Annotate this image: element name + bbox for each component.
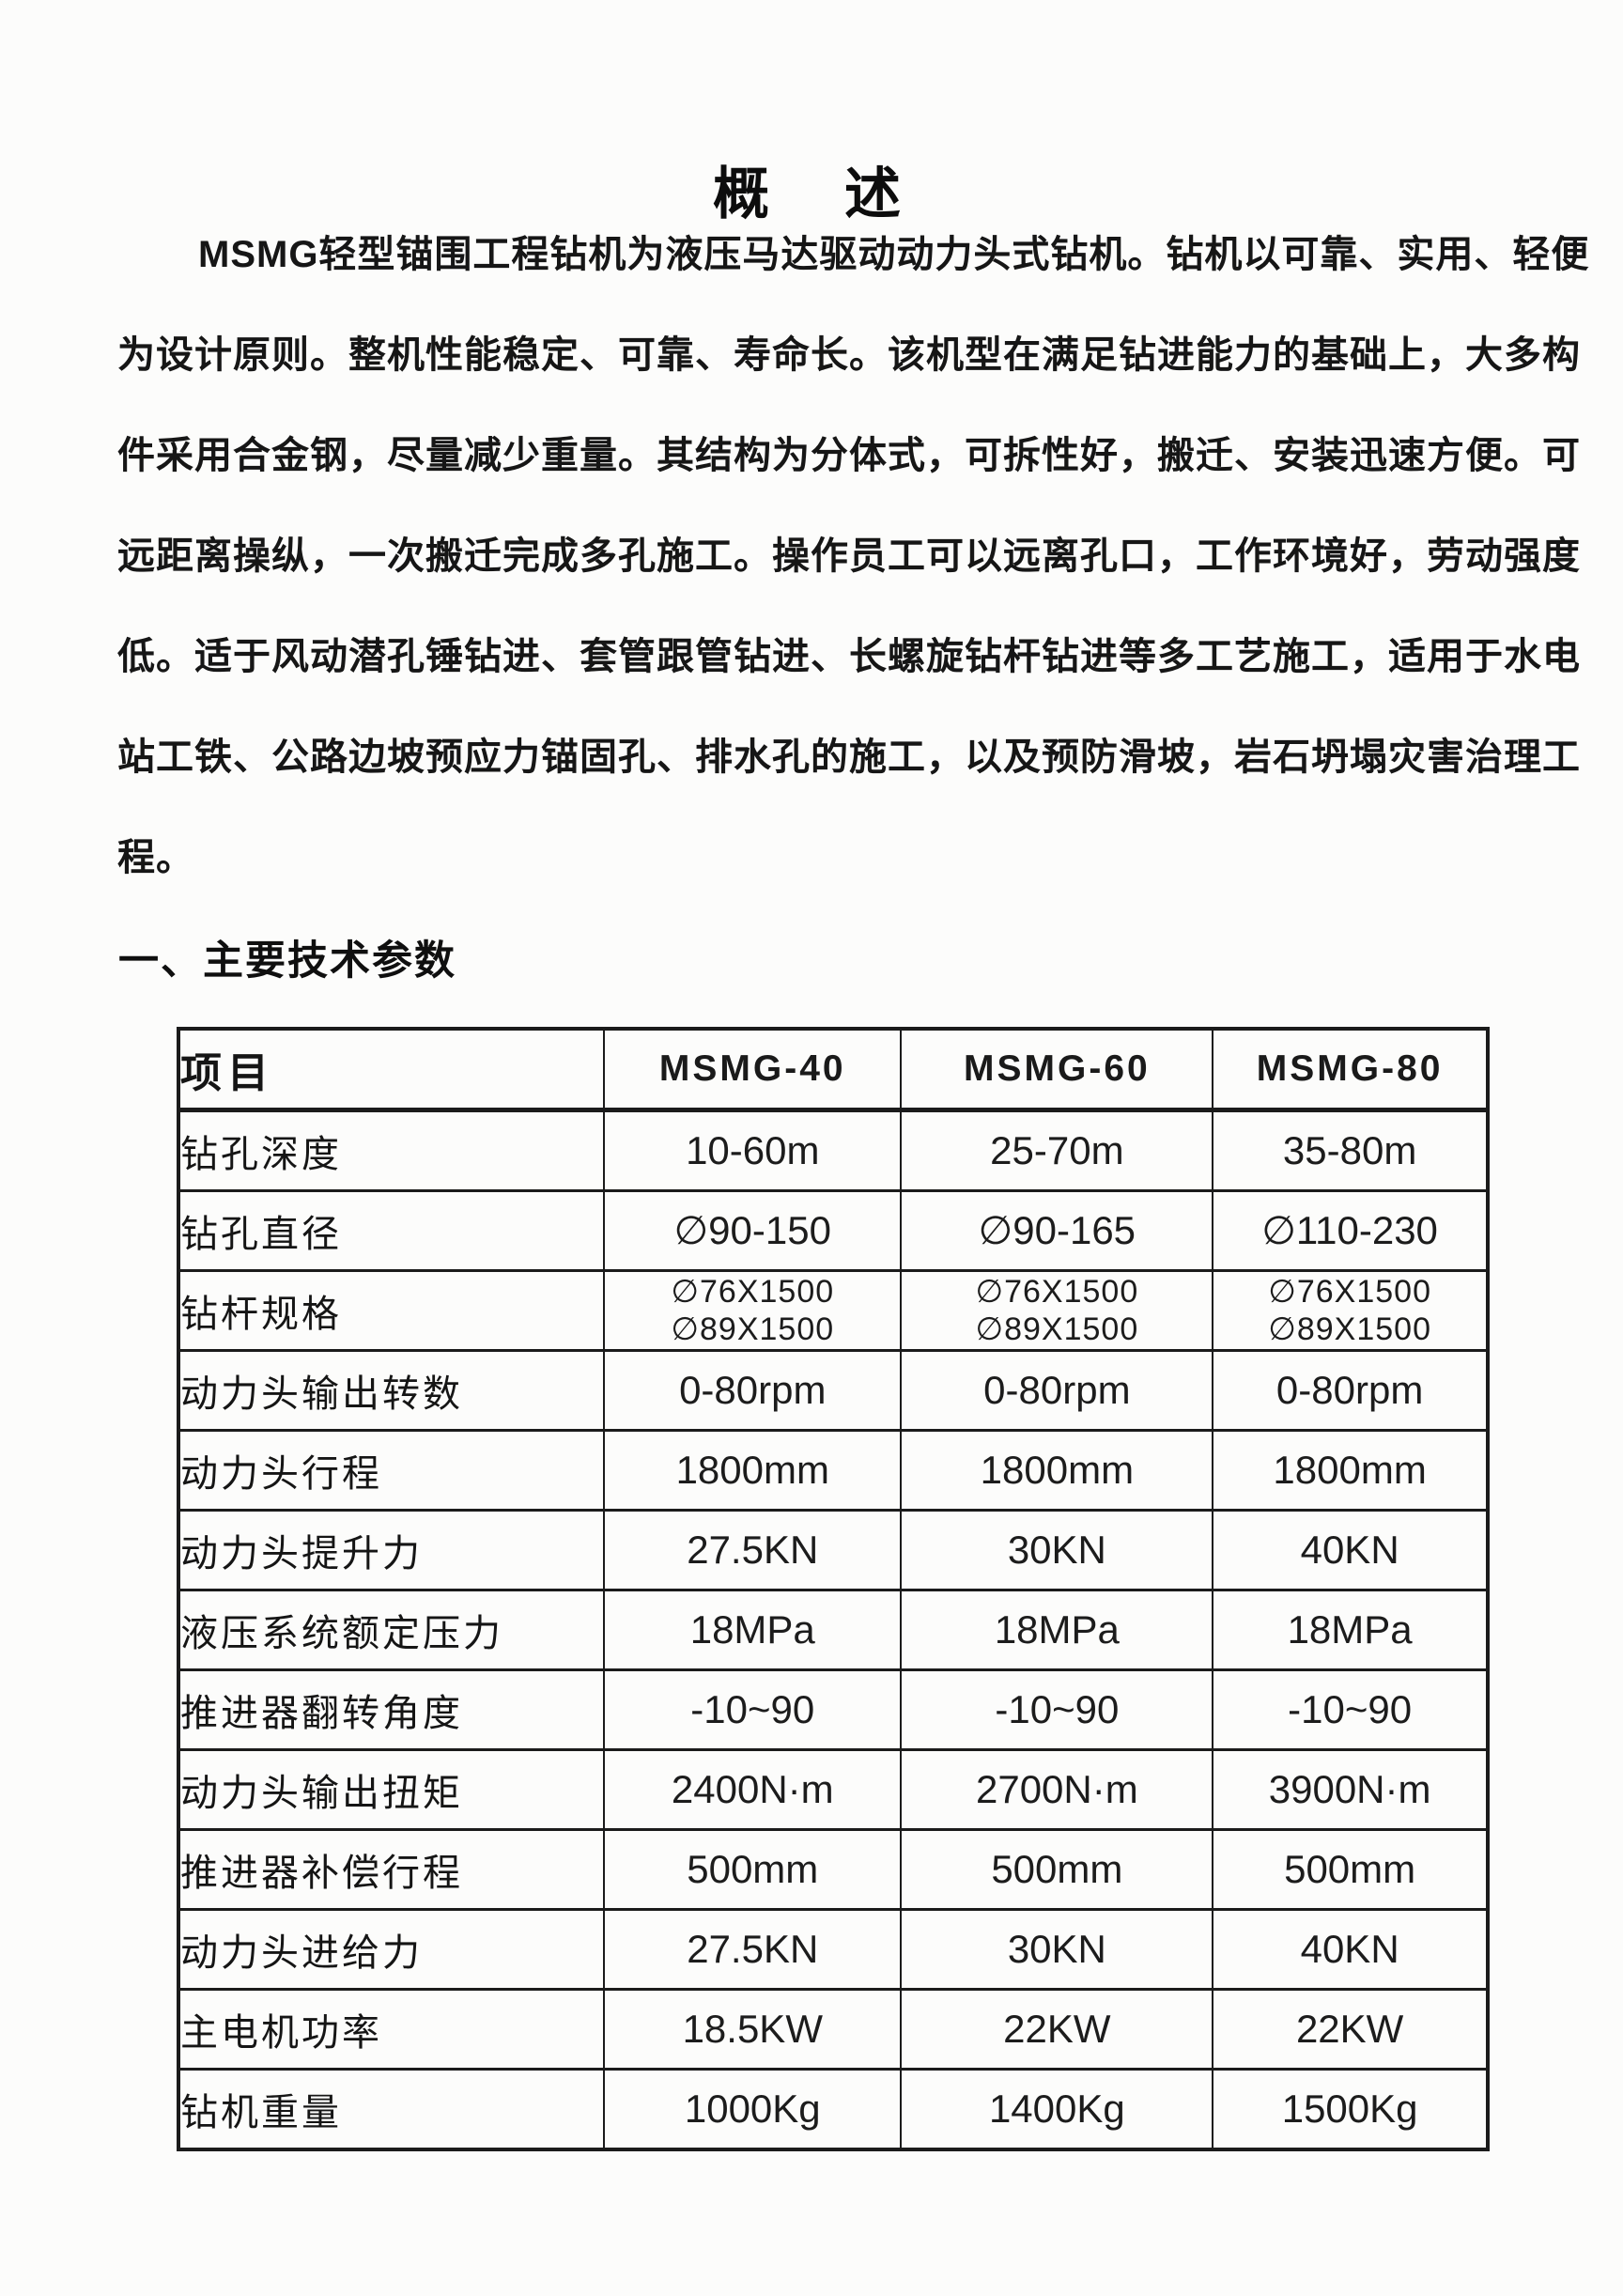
column-header-item: 项目 xyxy=(177,1027,606,1112)
table-row: 主电机功率 18.5KW 22KW 22KW xyxy=(177,1988,1489,2071)
row-value: ∅76X1500 ∅89X1500 xyxy=(603,1269,903,1352)
row-value: 3900N·m xyxy=(1212,1748,1489,1831)
row-value: 30KN xyxy=(900,1509,1214,1591)
paragraph-line: 低。适于风动潜孔锤钻进、套管跟管钻进、长螺旋钻杆钻进等多工艺施工，适用于水电 xyxy=(117,636,1581,677)
row-value: 2400N·m xyxy=(603,1748,903,1831)
table-row: 钻孔直径 ∅90-150 ∅90-165 ∅110-230 xyxy=(177,1189,1489,1272)
table-row: 液压系统额定压力 18MPa 18MPa 18MPa xyxy=(177,1589,1489,1671)
row-value: 18MPa xyxy=(1212,1589,1489,1671)
row-value: 1800mm xyxy=(900,1429,1214,1512)
paragraph-line: 站工铁、公路边坡预应力锚固孔、排水孔的施工，以及预防滑坡，岩石坍塌灾害治理工 xyxy=(117,737,1581,778)
paragraph-line: MSMG轻型锚围工程钻机为液压马达驱动动力头式钻机。钻机以可靠、实用、轻便 xyxy=(198,234,1590,275)
row-value: 40KN xyxy=(1212,1509,1489,1591)
paragraph-line: 为设计原则。整机性能稳定、可靠、寿命长。该机型在满足钻进能力的基础上，大多构 xyxy=(117,334,1581,376)
row-value: 40KN xyxy=(1212,1908,1489,1991)
row-value: ∅90-150 xyxy=(603,1189,903,1272)
column-header-model: MSMG-80 xyxy=(1212,1027,1489,1112)
row-value: 500mm xyxy=(900,1828,1214,1911)
row-label: 主电机功率 xyxy=(177,1988,606,2071)
section-heading: 一、主要技术参数 xyxy=(118,939,456,984)
row-value: 1800mm xyxy=(603,1429,903,1512)
row-value: 30KN xyxy=(900,1908,1214,1991)
row-value: ∅90-165 xyxy=(900,1189,1214,1272)
table-row: 钻机重量 1000Kg 1400Kg 1500Kg xyxy=(177,2068,1489,2151)
row-label: 动力头进给力 xyxy=(177,1908,606,1991)
row-value: 1400Kg xyxy=(900,2068,1214,2151)
row-value: 1800mm xyxy=(1212,1429,1489,1512)
table-row: 钻孔深度 10-60m 25-70m 35-80m xyxy=(177,1109,1489,1192)
row-value: 10-60m xyxy=(603,1109,903,1192)
row-value: 0-80rpm xyxy=(603,1349,903,1432)
page-title: 概 述 xyxy=(713,163,910,225)
row-value: -10~90 xyxy=(1212,1668,1489,1751)
column-header-model: MSMG-60 xyxy=(900,1027,1214,1112)
row-label: 钻孔直径 xyxy=(177,1189,606,1272)
column-header-model: MSMG-40 xyxy=(603,1027,903,1112)
paragraph-line: 程。 xyxy=(117,837,194,878)
row-label: 液压系统额定压力 xyxy=(177,1589,606,1671)
row-label: 动力头输出转数 xyxy=(177,1349,606,1432)
table-row: 动力头行程 1800mm 1800mm 1800mm xyxy=(177,1429,1489,1512)
table-row: 动力头提升力 27.5KN 30KN 40KN xyxy=(177,1509,1489,1591)
row-value: 0-80rpm xyxy=(1212,1349,1489,1432)
paragraph-line: 远距离操纵，一次搬迁完成多孔施工。操作员工可以远离孔口，工作环境好，劳动强度 xyxy=(117,535,1581,577)
row-value: ∅76X1500 ∅89X1500 xyxy=(900,1269,1214,1352)
specs-table: 项目 MSMG-40 MSMG-60 MSMG-80 钻孔深度 10-60m 25-70m… xyxy=(177,1027,1490,2151)
row-value: -10~90 xyxy=(603,1668,903,1751)
row-value: -10~90 xyxy=(900,1668,1214,1751)
row-label: 动力头行程 xyxy=(177,1429,606,1512)
row-label: 钻孔深度 xyxy=(177,1109,606,1192)
table-row: 钻杆规格 ∅76X1500 ∅89X1500 ∅76X1500 ∅89X1500 ∅7… xyxy=(177,1269,1489,1352)
row-value: 27.5KN xyxy=(603,1908,903,1991)
row-value: 1500Kg xyxy=(1212,2068,1489,2151)
row-value: 2700N·m xyxy=(900,1748,1214,1831)
row-label: 推进器补偿行程 xyxy=(177,1828,606,1911)
row-value: 18.5KW xyxy=(603,1988,903,2071)
row-value: 22KW xyxy=(900,1988,1214,2071)
table-row: 推进器翻转角度 -10~90 -10~90 -10~90 xyxy=(177,1668,1489,1751)
row-value: ∅110-230 xyxy=(1212,1189,1489,1272)
row-value: 500mm xyxy=(603,1828,903,1911)
row-value: 25-70m xyxy=(900,1109,1214,1192)
table-row: 动力头输出转数 0-80rpm 0-80rpm 0-80rpm xyxy=(177,1349,1489,1432)
row-value: ∅76X1500 ∅89X1500 xyxy=(1212,1269,1489,1352)
row-value: 1000Kg xyxy=(603,2068,903,2151)
table-header-row: 项目 MSMG-40 MSMG-60 MSMG-80 xyxy=(177,1027,1489,1112)
table-row: 动力头进给力 27.5KN 30KN 40KN xyxy=(177,1908,1489,1991)
row-label: 动力头输出扭矩 xyxy=(177,1748,606,1831)
row-value: 18MPa xyxy=(603,1589,903,1671)
row-label: 钻机重量 xyxy=(177,2068,606,2151)
row-label: 动力头提升力 xyxy=(177,1509,606,1591)
paragraph-line: 件采用合金钢，尽量减少重量。其结构为分体式，可拆性好，搬迁、安装迅速方便。可 xyxy=(117,435,1581,476)
row-label: 推进器翻转角度 xyxy=(177,1668,606,1751)
table-row: 动力头输出扭矩 2400N·m 2700N·m 3900N·m xyxy=(177,1748,1489,1831)
row-value: 22KW xyxy=(1212,1988,1489,2071)
row-value: 0-80rpm xyxy=(900,1349,1214,1432)
overview-paragraph: MSMG轻型锚围工程钻机为液压马达驱动动力头式钻机。钻机以可靠、实用、轻便为设计… xyxy=(117,205,1590,908)
row-value: 18MPa xyxy=(900,1589,1214,1671)
row-value: 35-80m xyxy=(1212,1109,1489,1192)
table-row: 推进器补偿行程 500mm 500mm 500mm xyxy=(177,1828,1489,1911)
row-value: 27.5KN xyxy=(603,1509,903,1591)
row-value: 500mm xyxy=(1212,1828,1489,1911)
row-label: 钻杆规格 xyxy=(177,1269,606,1352)
